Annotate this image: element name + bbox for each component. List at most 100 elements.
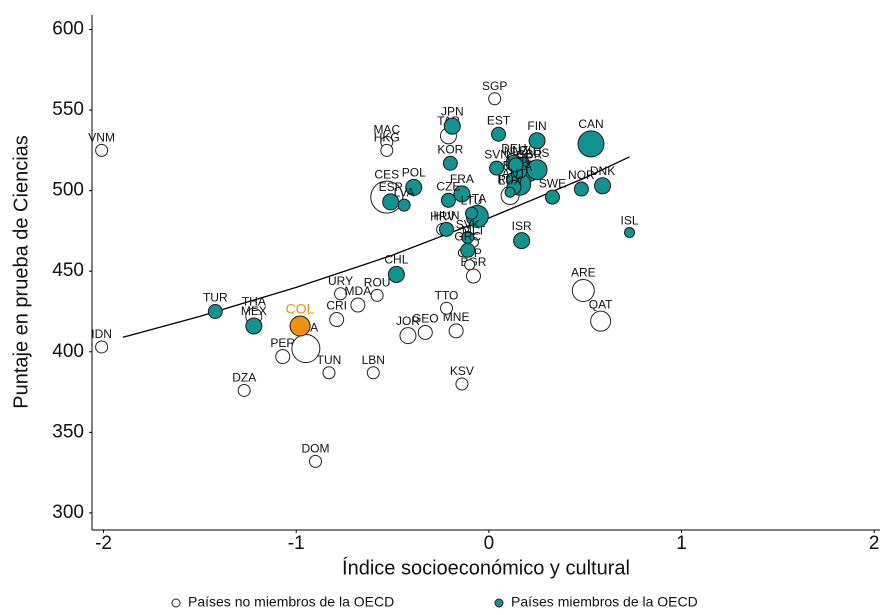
point <box>508 157 524 173</box>
point <box>417 324 433 340</box>
point-label: PER <box>270 336 295 350</box>
point <box>528 132 546 150</box>
point-label: CES <box>374 167 399 181</box>
point-label: GBR <box>516 147 542 161</box>
legend-marker <box>171 598 181 608</box>
point <box>387 265 405 283</box>
legend-label: Países no miembros de la OECD <box>188 594 394 610</box>
point <box>489 160 505 176</box>
point <box>322 366 336 380</box>
trend-line <box>122 156 630 338</box>
point-label: SVN <box>484 147 509 161</box>
point-label: NZL <box>512 143 535 157</box>
point-label: COL <box>286 301 315 317</box>
point-label: MDA <box>345 284 372 298</box>
x-axis-title: Índice socioeconómico y cultural <box>342 556 630 579</box>
point <box>308 454 322 468</box>
point-label: CRI <box>326 299 347 313</box>
point <box>366 366 380 380</box>
point-label: CAN <box>578 117 603 131</box>
point <box>465 206 479 220</box>
point <box>440 301 454 315</box>
point-label: TUN <box>317 353 342 367</box>
point-label: FIN <box>527 119 546 133</box>
point <box>380 143 394 157</box>
point <box>590 310 612 332</box>
point-label: JOR <box>396 314 420 328</box>
point-label: FRA <box>450 172 474 186</box>
point <box>455 377 469 391</box>
point <box>460 242 476 258</box>
point <box>594 177 612 195</box>
x-tick-label: -2 <box>95 533 112 554</box>
point-label: SVK <box>456 218 480 232</box>
x-tick-label: 0 <box>484 533 495 554</box>
point-label: AUS <box>525 146 550 160</box>
x-tick-label: -1 <box>288 533 305 554</box>
point <box>624 227 636 239</box>
point-label: MAC <box>373 122 400 136</box>
x-tick-label: 1 <box>676 533 687 554</box>
legend-marker <box>494 598 504 608</box>
point-label: CHL <box>384 253 408 267</box>
point-label: DNK <box>590 164 615 178</box>
point <box>350 297 366 313</box>
point <box>439 221 455 237</box>
point <box>513 232 531 250</box>
point-label: LBN <box>362 353 385 367</box>
point-label: KOR <box>437 142 463 156</box>
point-label: TTO <box>435 288 459 302</box>
point-label: DOM <box>301 442 329 456</box>
legend-label: Países miembros de la OECD <box>511 594 698 610</box>
point <box>442 155 458 171</box>
point <box>453 185 471 203</box>
point-label: HKG <box>374 131 400 145</box>
point-label: ISL <box>621 214 639 228</box>
point <box>237 383 251 397</box>
point-label: ITA <box>468 192 486 206</box>
y-tick-label: 600 <box>52 19 84 40</box>
point <box>334 287 348 301</box>
point-label: TUR <box>203 291 228 305</box>
point-label: LUX <box>498 173 521 187</box>
point-label: NLD <box>504 144 528 158</box>
point-label: THA <box>242 295 266 309</box>
y-tick-label: 450 <box>52 260 84 281</box>
point <box>207 303 223 319</box>
point <box>571 279 595 303</box>
point <box>329 312 345 328</box>
point-label: ROU <box>364 276 391 290</box>
point-label: ISR <box>512 219 532 233</box>
point-label: EST <box>487 113 511 127</box>
point-label: VNM <box>88 131 115 145</box>
point <box>465 268 481 284</box>
y-tick-label: 300 <box>52 502 84 523</box>
point-label: GRC <box>454 229 481 243</box>
point-label: JPN <box>441 104 464 118</box>
y-tick-label: 400 <box>52 341 84 362</box>
point <box>504 186 516 198</box>
point-label: MEX <box>241 304 267 318</box>
point <box>440 192 456 208</box>
point-label: HRV <box>430 209 455 223</box>
point <box>275 349 291 365</box>
point <box>245 317 263 335</box>
x-tick-label: 2 <box>869 533 880 554</box>
point <box>291 334 321 364</box>
point <box>289 315 311 337</box>
point <box>448 323 464 339</box>
point <box>544 189 560 205</box>
point-label: GEO <box>412 312 439 326</box>
point <box>488 92 502 106</box>
point-label: CZE <box>436 179 460 193</box>
point <box>95 340 109 354</box>
point <box>443 117 461 135</box>
point-label: DEU <box>501 141 526 155</box>
point-label: ESP <box>379 180 403 194</box>
point <box>405 178 423 196</box>
point <box>577 130 605 158</box>
point-label: IDN <box>91 327 112 341</box>
point <box>573 181 589 197</box>
y-tick-label: 550 <box>52 99 84 120</box>
